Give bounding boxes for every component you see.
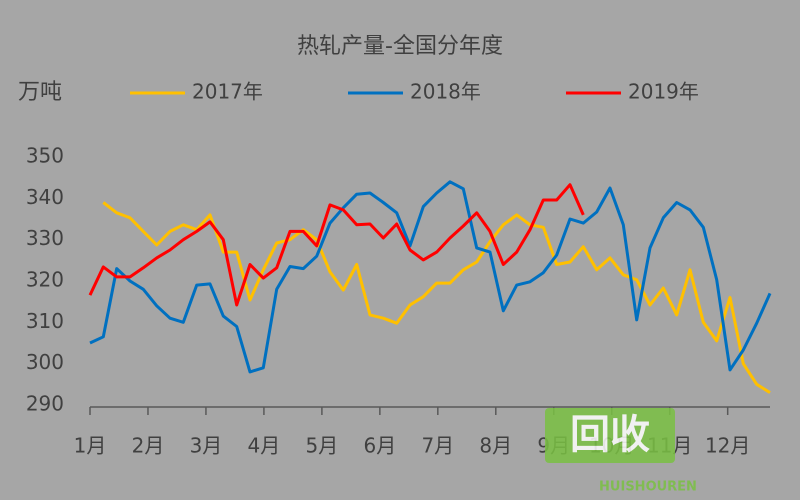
x-tick-label: 12月 bbox=[705, 434, 750, 458]
y-tick-label: 340 bbox=[26, 185, 64, 209]
x-tick-label: 3月 bbox=[190, 434, 223, 458]
x-tick-label: 1月 bbox=[74, 434, 107, 458]
x-tick-label: 2月 bbox=[132, 434, 165, 458]
x-tick-label: 4月 bbox=[248, 434, 281, 458]
watermark: 回收 HUISHOUREN bbox=[545, 408, 697, 495]
legend-label: 2018年 bbox=[410, 80, 481, 104]
watermark-subtext: HUISHOUREN bbox=[599, 480, 697, 495]
series-line bbox=[88, 183, 585, 307]
x-tick-label: 6月 bbox=[363, 434, 396, 458]
x-tick-label: 8月 bbox=[479, 434, 512, 458]
x-tick-label: 5月 bbox=[306, 434, 339, 458]
chart-title: 热轧产量-全国分年度 bbox=[297, 34, 503, 59]
legend-label: 2017年 bbox=[192, 80, 263, 104]
y-tick-label: 290 bbox=[26, 392, 64, 416]
y-tick-label: 350 bbox=[26, 144, 64, 168]
y-tick-label: 310 bbox=[26, 309, 64, 333]
y-tick-label: 300 bbox=[26, 350, 64, 374]
legend-label: 2019年 bbox=[628, 80, 699, 104]
y-tick-label: 320 bbox=[26, 268, 64, 292]
series-line bbox=[89, 180, 772, 374]
watermark-text: 回收 bbox=[570, 412, 650, 458]
watermark-box bbox=[545, 408, 675, 463]
y-axis-label: 万吨 bbox=[18, 80, 62, 105]
x-tick-label: 7月 bbox=[421, 434, 454, 458]
y-tick-label: 330 bbox=[26, 226, 64, 250]
